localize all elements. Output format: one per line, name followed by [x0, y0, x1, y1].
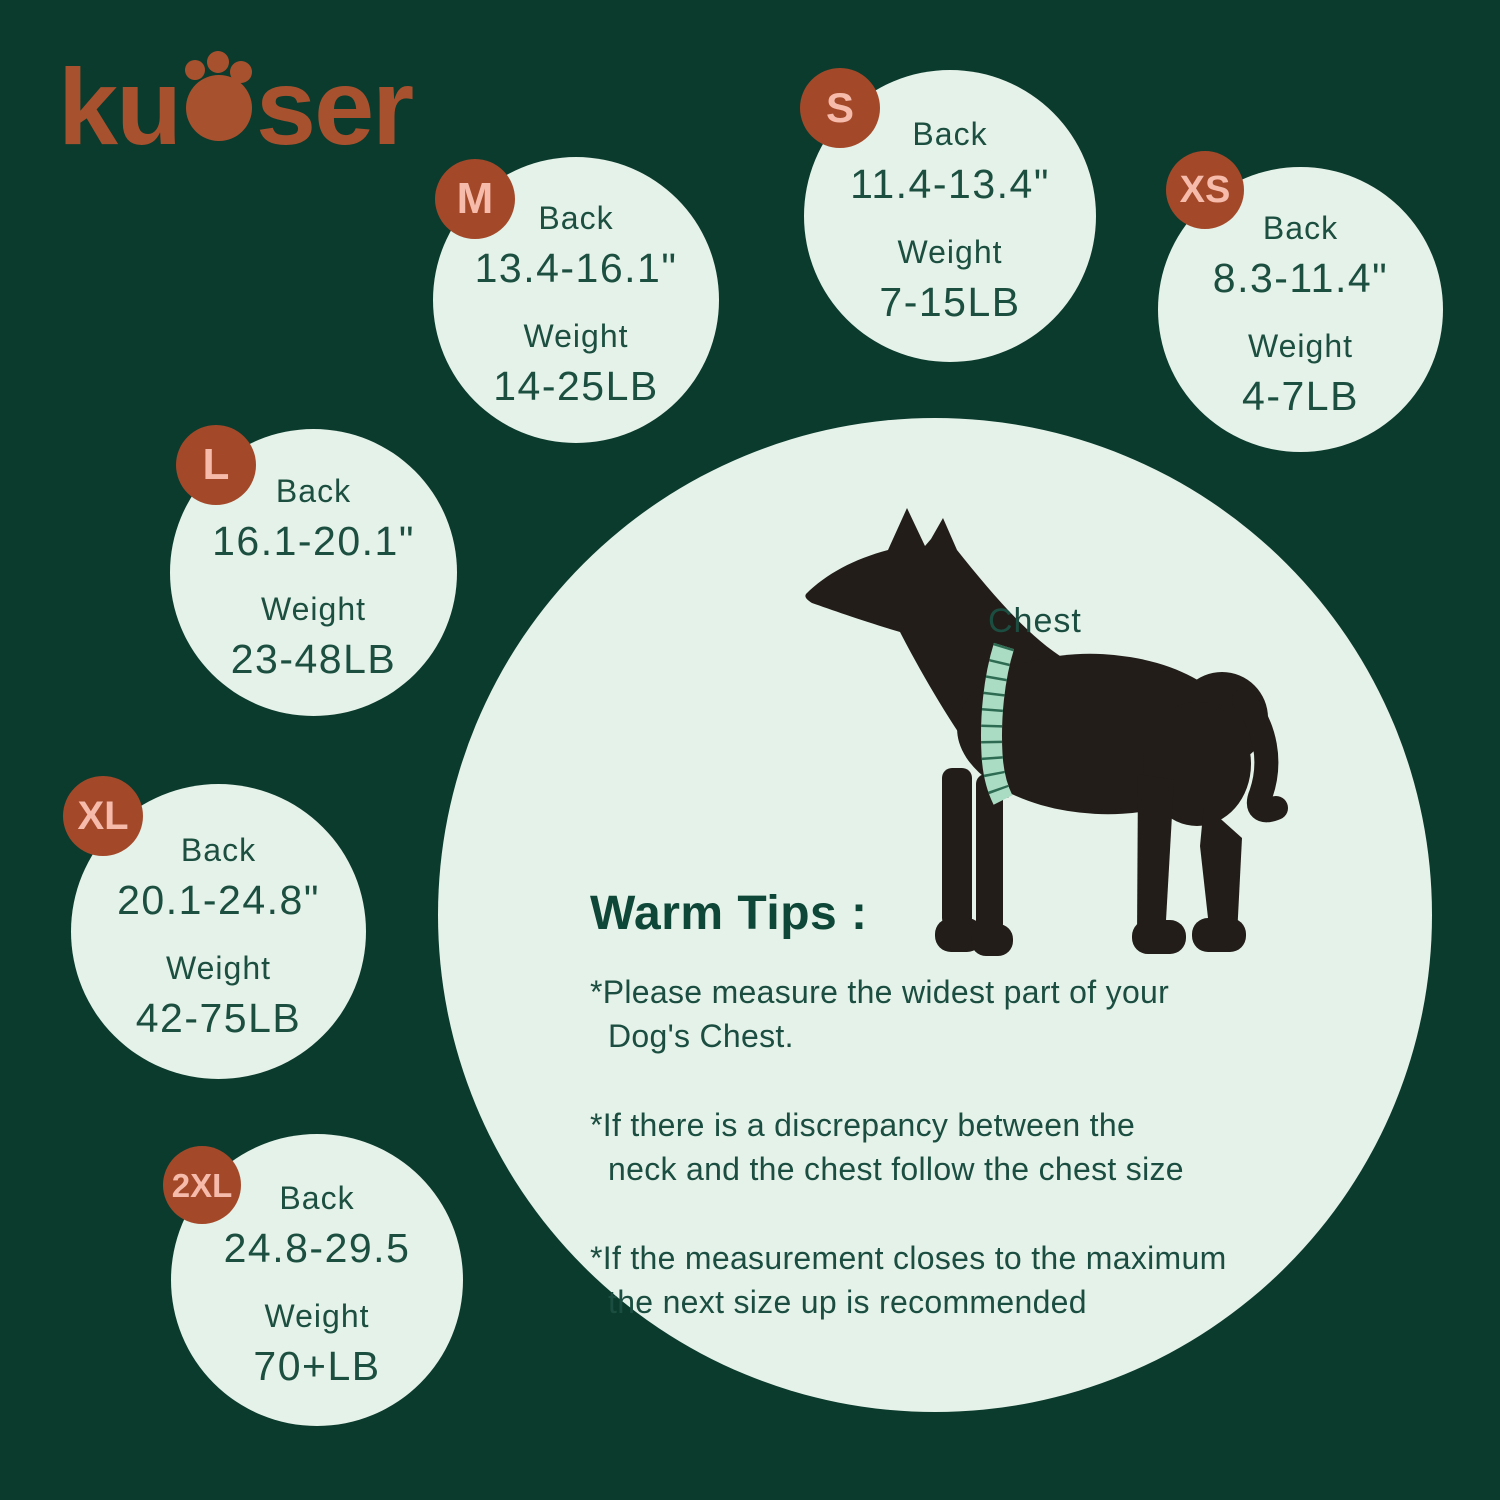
size-badge-xs: XS: [1166, 151, 1244, 229]
size-circle-2xl: 2XL Back 24.8-29.5 Weight 70+LB: [163, 1134, 463, 1426]
tip-item: *If the measurement closes to the maximu…: [590, 1240, 1227, 1320]
dog-silhouette-diagram: Chest: [805, 508, 1288, 956]
weight-label: Weight: [165, 949, 271, 986]
size-badge-xl: XL: [63, 776, 143, 856]
warm-tips-section: Warm Tips : *Please measure the widest p…: [590, 886, 1380, 1370]
size-circle-xl: XL Back 20.1-24.8" Weight 42-75LB: [63, 776, 366, 1079]
weight-label: Weight: [264, 1298, 370, 1334]
size-badge-2xl: 2XL: [163, 1146, 241, 1224]
weight-range: 14-25LB: [493, 363, 659, 409]
back-range: 24.8-29.5: [223, 1225, 411, 1271]
size-circle-l: L Back 16.1-20.1" Weight 23-48LB: [170, 425, 457, 716]
back-label: Back: [1262, 209, 1339, 246]
back-label: Back: [180, 831, 257, 868]
weight-range: 70+LB: [253, 1343, 381, 1389]
weight-range: 4-7LB: [1242, 372, 1359, 419]
back-range: 16.1-20.1": [212, 517, 415, 564]
size-circle-s: S Back 11.4-13.4" Weight 7-15LB: [800, 68, 1096, 362]
weight-range: 7-15LB: [879, 279, 1021, 325]
size-circle-m: M Back 13.4-16.1" Weight 14-25LB: [433, 157, 719, 443]
size-badge-m: M: [435, 159, 515, 239]
weight-range: 42-75LB: [135, 994, 302, 1041]
back-label: Back: [279, 1180, 355, 1216]
logo-text-suffix: ser: [256, 46, 414, 167]
back-range: 8.3-11.4": [1212, 254, 1389, 301]
measuring-tape-icon: [981, 642, 1015, 805]
back-label: Back: [912, 116, 988, 152]
size-circle-xs: XS Back 8.3-11.4" Weight 4-7LB: [1158, 151, 1443, 452]
tip-item: *Please measure the widest part of your …: [590, 974, 1170, 1054]
brand-logo: ku ser: [58, 46, 414, 167]
dog-silhouette: [805, 508, 1288, 956]
weight-label: Weight: [523, 318, 629, 354]
measuring-guide-circle: Chest Warm Tips : *Please measure the wi…: [438, 418, 1432, 1412]
size-badge-s: S: [800, 68, 880, 148]
paw-print-icon: [184, 50, 253, 159]
back-range: 20.1-24.8": [117, 876, 320, 923]
logo-text-prefix: ku: [58, 46, 182, 167]
weight-range: 23-48LB: [230, 635, 397, 682]
warm-tips-title: Warm Tips :: [590, 887, 868, 940]
back-label: Back: [275, 472, 352, 509]
weight-label: Weight: [1247, 327, 1353, 364]
size-badge-l: L: [176, 425, 256, 505]
back-label: Back: [538, 200, 614, 236]
weight-label: Weight: [897, 234, 1003, 270]
weight-label: Weight: [260, 590, 366, 627]
chest-label: Chest: [988, 602, 1082, 640]
back-range: 11.4-13.4": [850, 161, 1050, 207]
tip-item: *If there is a discrepancy between the n…: [590, 1107, 1184, 1187]
back-range: 13.4-16.1": [474, 245, 678, 291]
